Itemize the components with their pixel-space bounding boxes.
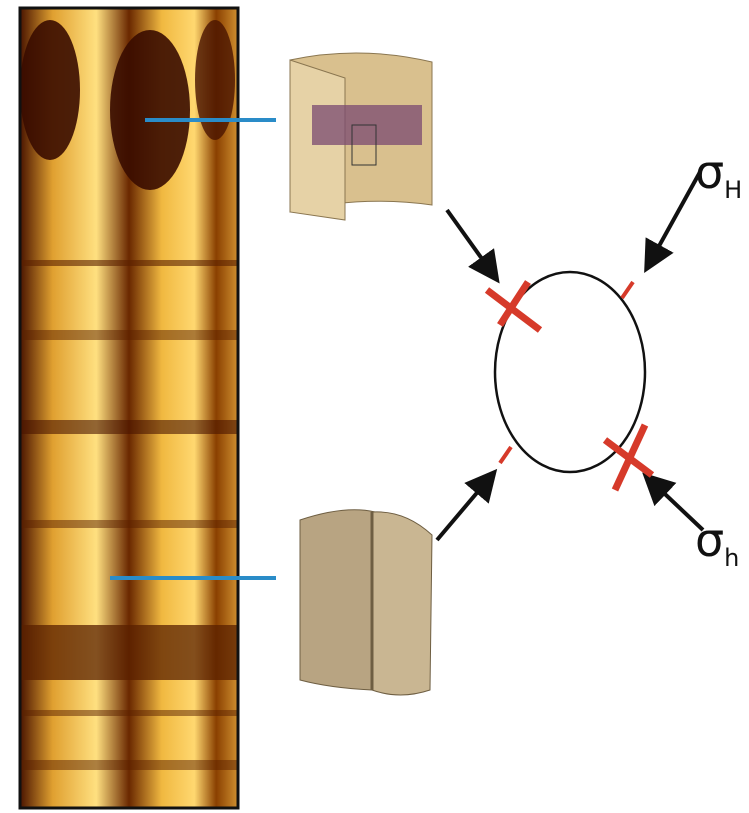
subscript: h — [724, 544, 739, 572]
label-sigma-H: σH — [695, 145, 742, 204]
figure: σH σh — [0, 0, 749, 813]
symbol: σ — [695, 513, 724, 567]
fracture-block — [300, 510, 432, 695]
stress-arrows — [437, 172, 703, 540]
symbol: σ — [695, 145, 724, 199]
breakout-marks — [487, 282, 652, 490]
subscript: H — [724, 176, 742, 204]
page: σH σh (() => { const data = JSON.parse(d… — [0, 0, 749, 813]
label-sigma-h: σh — [695, 513, 739, 572]
breakout-block — [290, 53, 432, 220]
borehole-image — [20, 8, 238, 808]
